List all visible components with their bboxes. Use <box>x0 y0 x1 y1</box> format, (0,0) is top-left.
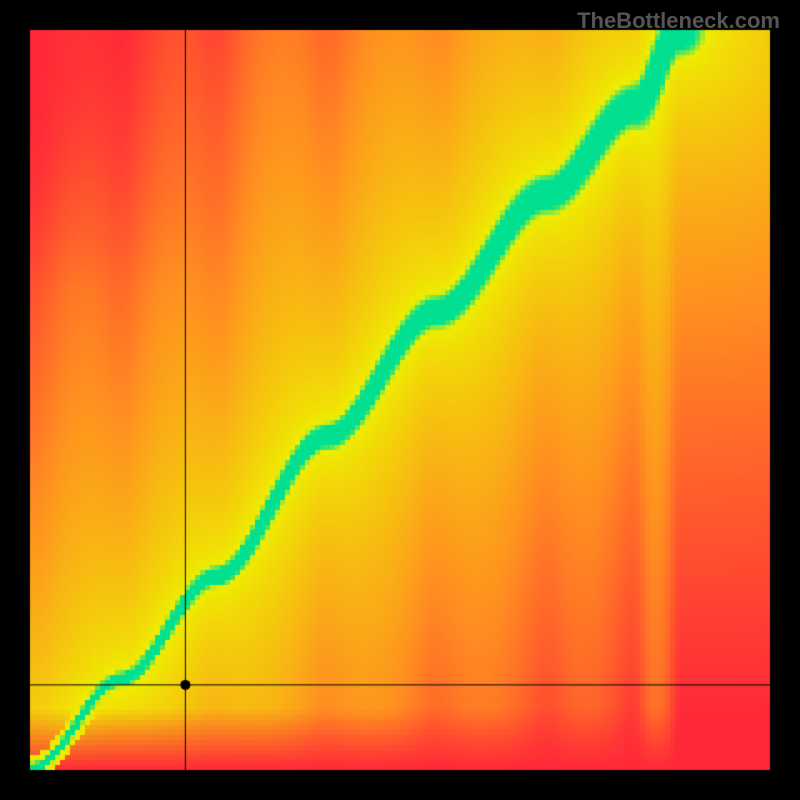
watermark-text: TheBottleneck.com <box>577 8 780 34</box>
chart-container: TheBottleneck.com <box>0 0 800 800</box>
heatmap-canvas <box>0 0 800 800</box>
